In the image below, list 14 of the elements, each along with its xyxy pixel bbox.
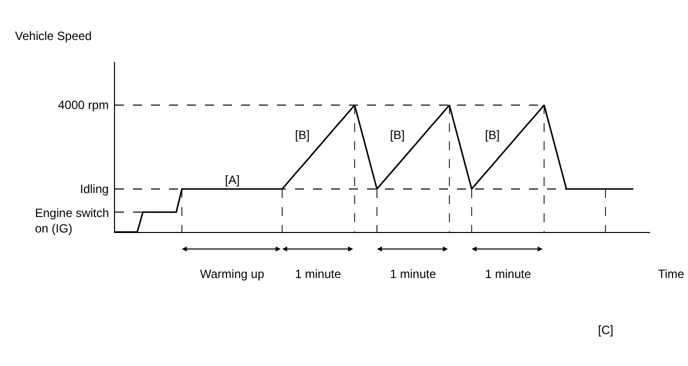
annotation: [B]	[485, 128, 500, 142]
ref-line-label: Idling	[80, 182, 109, 196]
text: 1 minute	[485, 267, 532, 281]
text: 1 minute	[390, 267, 436, 281]
text: Warming up	[200, 267, 265, 281]
annotation: [B]	[295, 128, 310, 142]
text: Vehicle Speed	[15, 29, 92, 43]
annotation: [A]	[225, 173, 240, 187]
ref-line-label: Engine switch on (IG)	[35, 206, 110, 236]
annotation: [B]	[390, 128, 405, 142]
ref-line-label: 4000 rpm	[58, 98, 109, 112]
text: [C]	[598, 323, 614, 337]
x-axis-title: Time	[658, 267, 685, 281]
text: 1 minute	[295, 267, 342, 281]
